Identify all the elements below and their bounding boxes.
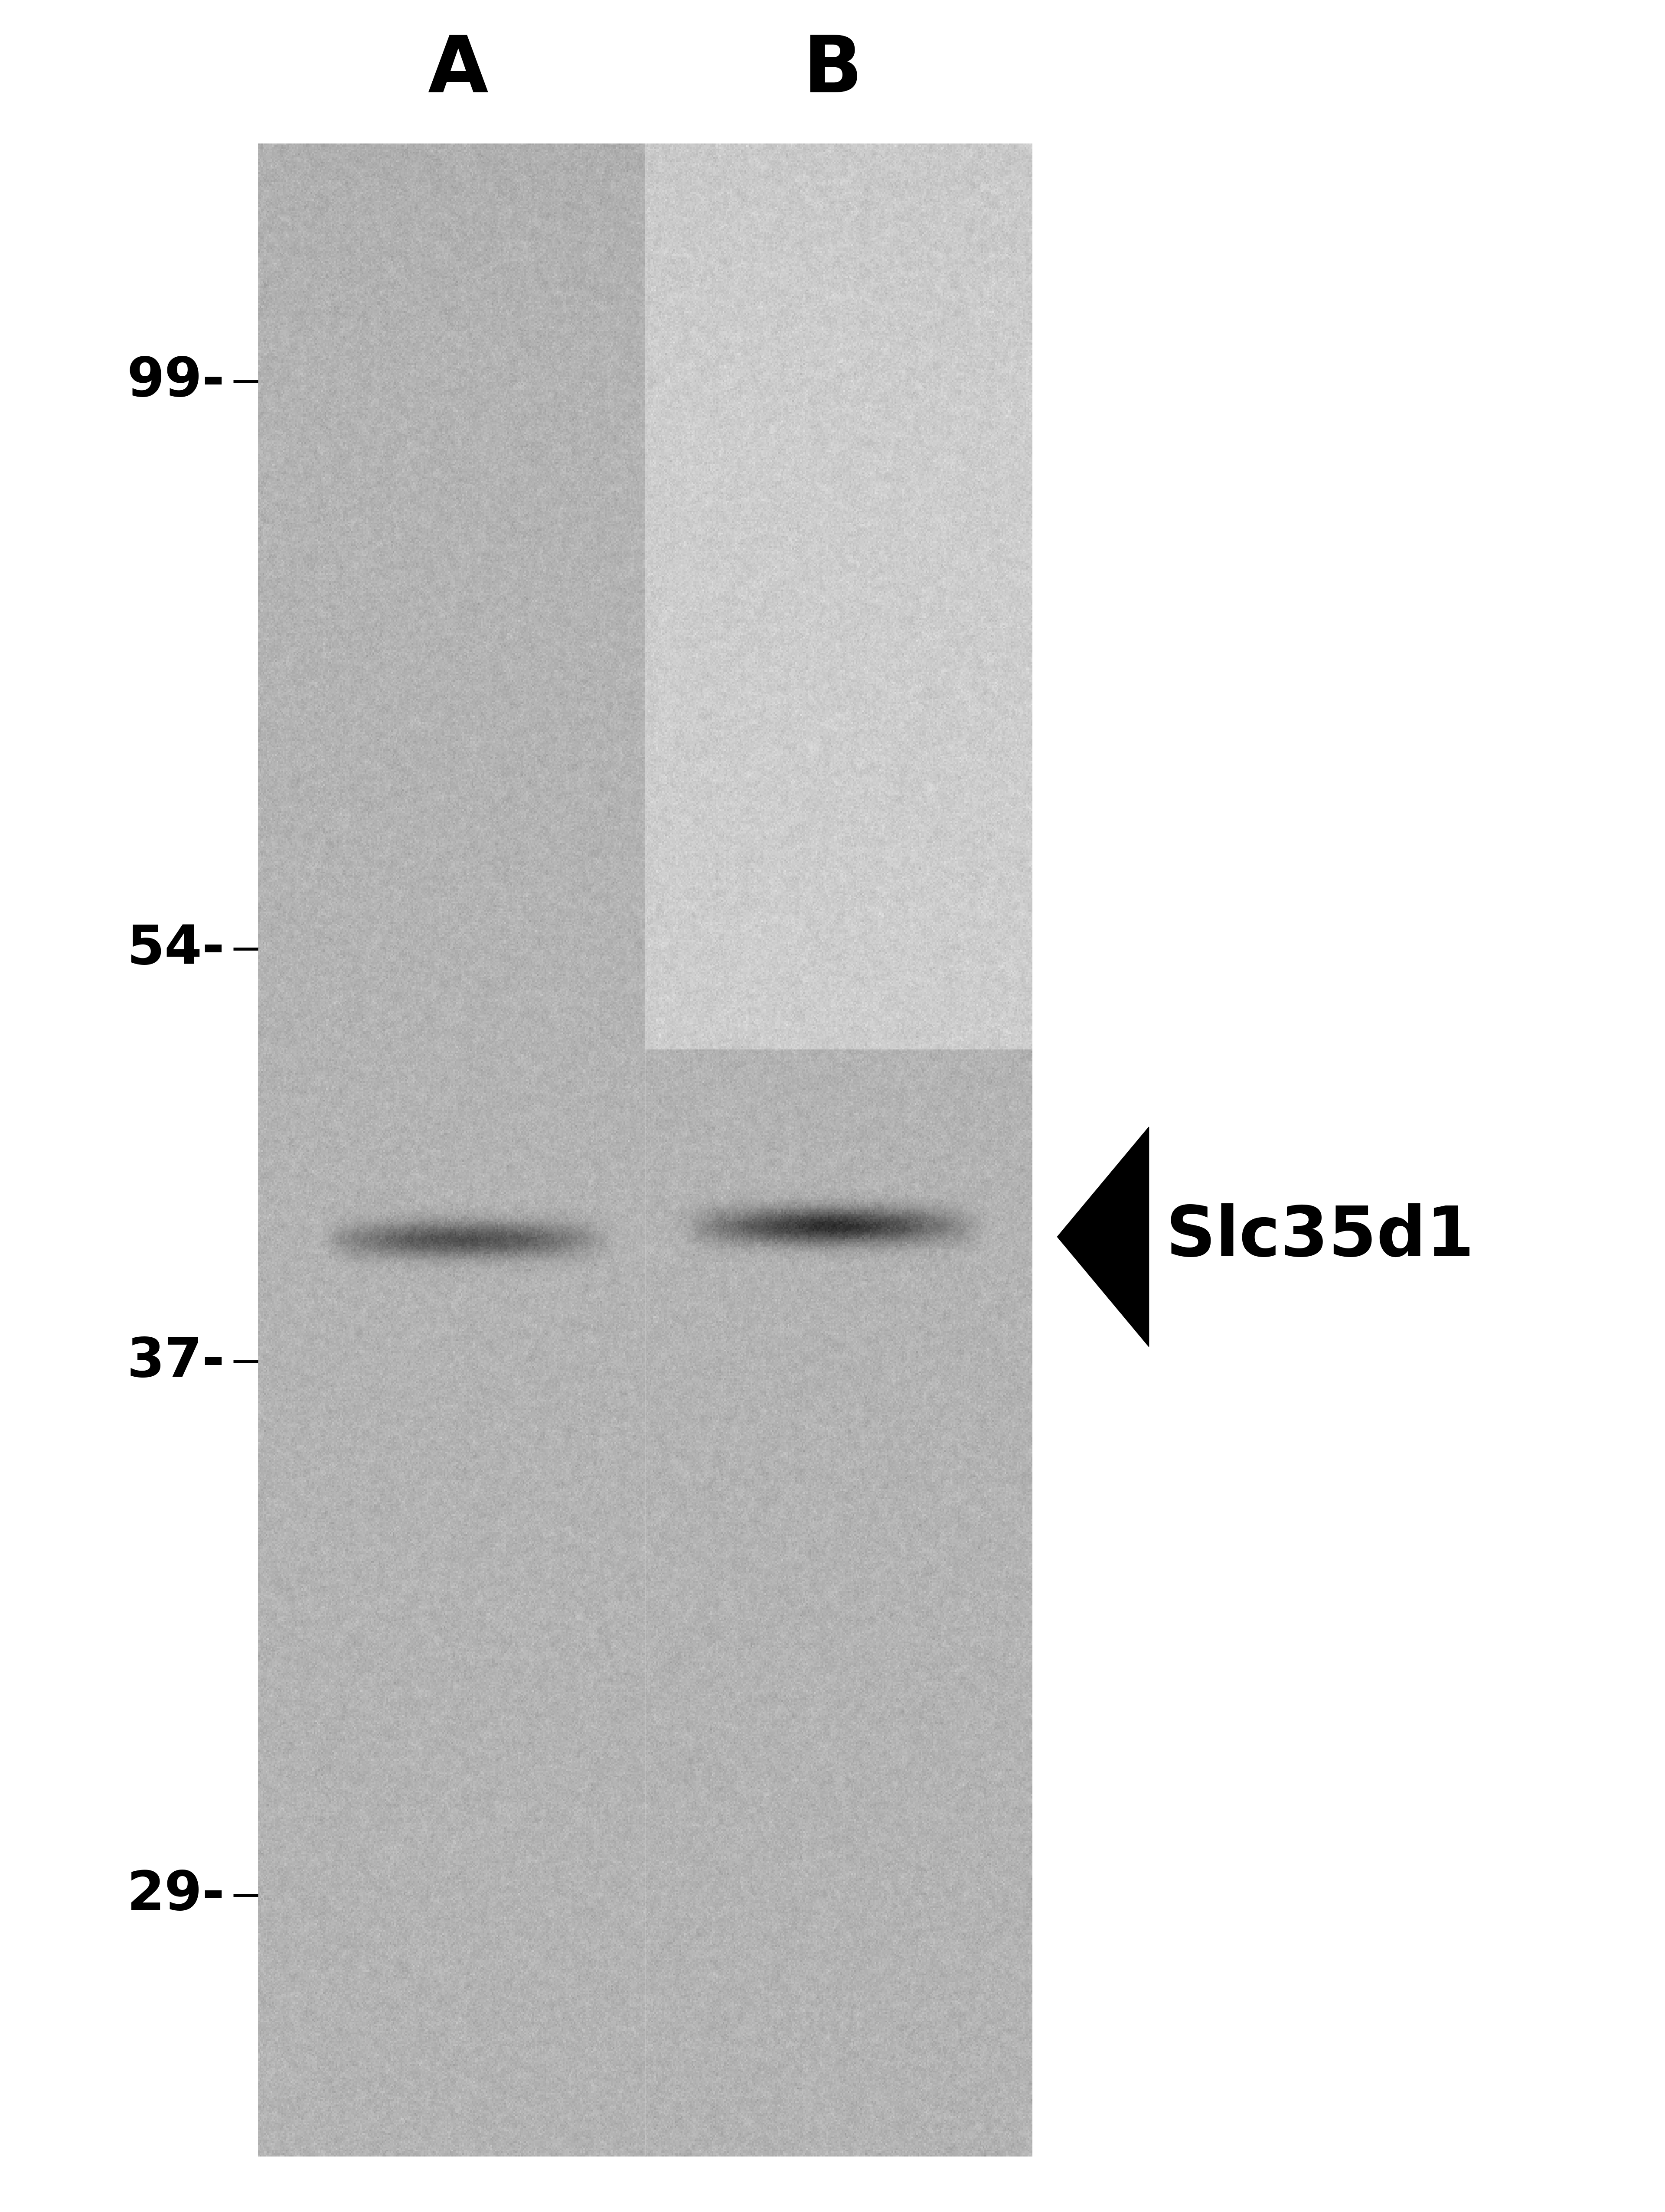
Text: 54-: 54- (127, 922, 225, 975)
Text: 99-: 99- (127, 356, 225, 407)
Text: 37-: 37- (127, 1336, 225, 1387)
Text: B: B (803, 33, 862, 108)
Text: A: A (428, 33, 488, 108)
Polygon shape (1057, 1126, 1149, 1347)
Text: Slc35d1: Slc35d1 (1166, 1203, 1474, 1270)
Text: 29-: 29- (127, 1869, 225, 1922)
